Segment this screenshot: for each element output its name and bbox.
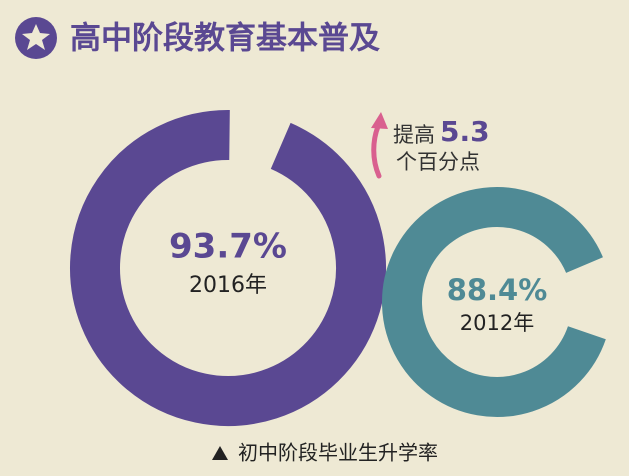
caption: 初中阶段毕业生升学率 (238, 441, 438, 465)
value-label: 93.7% (169, 227, 287, 267)
donut-arc (382, 187, 606, 417)
annotation-value: 5.3 (440, 115, 490, 148)
category-label: 2016年 (189, 273, 267, 298)
title-star (22, 24, 50, 50)
value-label: 88.4% (447, 273, 548, 307)
annotation-suffix: 个百分点 (396, 150, 480, 174)
increase-arrow-head (371, 112, 388, 129)
donut-arc (70, 110, 386, 426)
annotation-prefix: 提高 (393, 123, 435, 147)
chart-title: 高中阶段教育基本普及 (70, 21, 380, 57)
category-label: 2012年 (460, 311, 534, 335)
caption-marker (212, 446, 228, 460)
